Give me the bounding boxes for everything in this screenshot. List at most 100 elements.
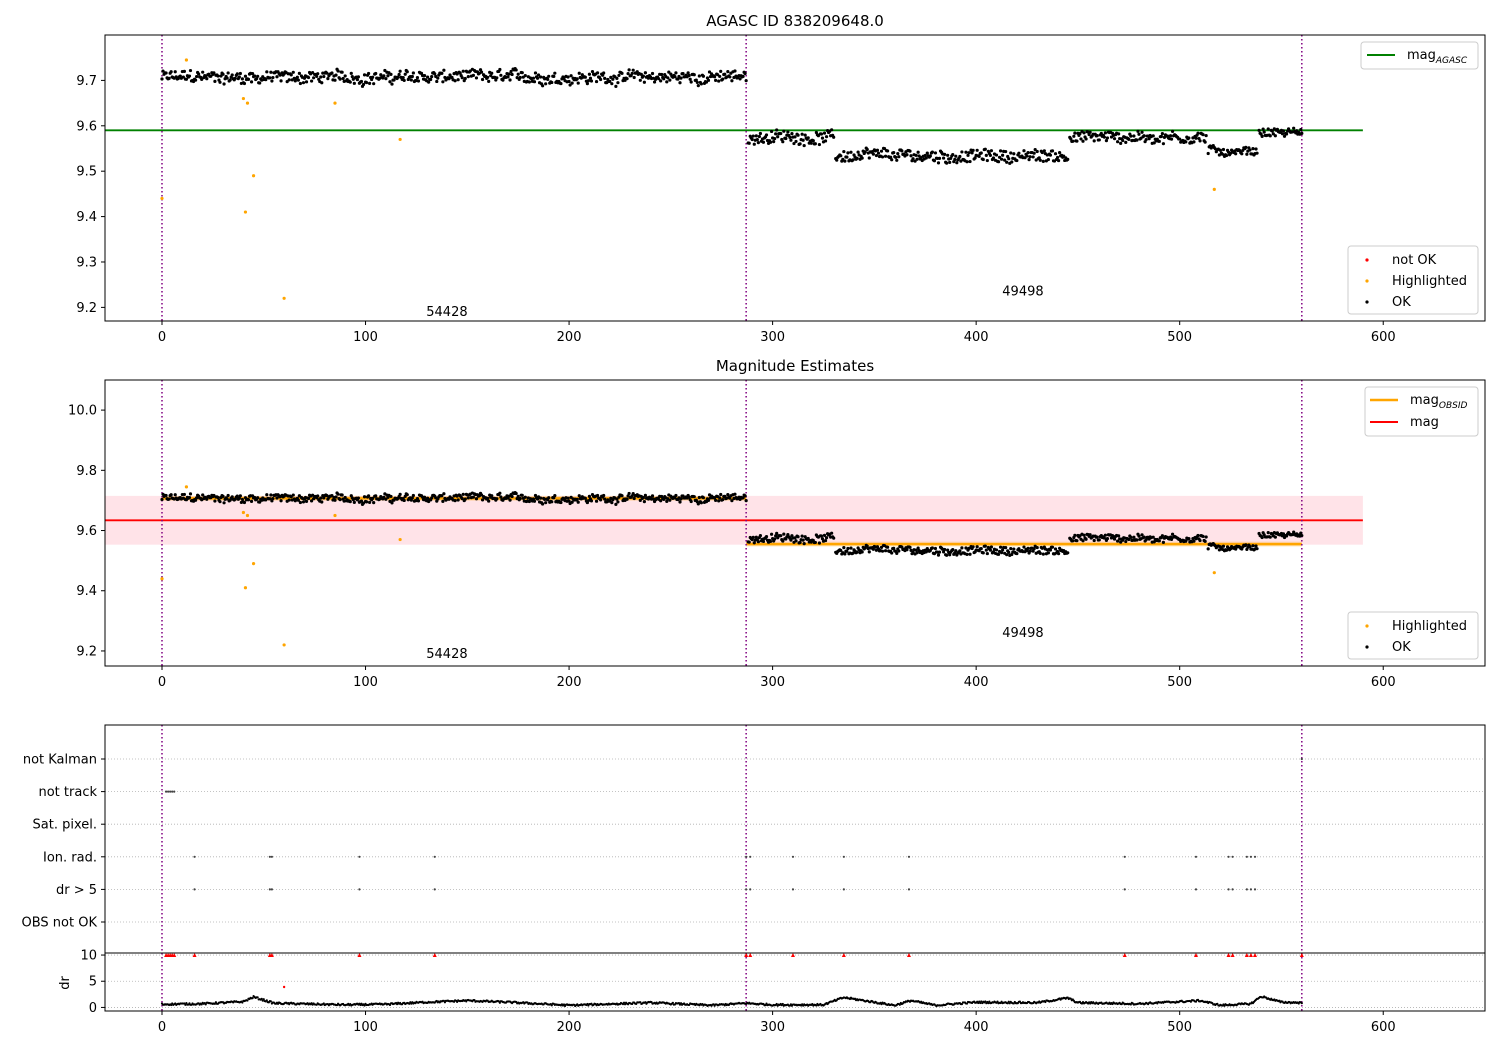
agasc-panel-y-ticks: 9.2 9.3 9.4 9.5 9.6 9.7 xyxy=(76,74,105,316)
ok-point xyxy=(340,493,344,497)
ok-point xyxy=(796,133,800,137)
ok-point xyxy=(498,491,502,495)
ok-point xyxy=(1038,551,1042,555)
ok-point xyxy=(1081,139,1085,143)
dr-point xyxy=(184,1003,187,1006)
ok-point xyxy=(1196,533,1200,538)
ok-point xyxy=(1151,134,1155,138)
ok-point xyxy=(860,550,864,554)
x-tick-label: 400 xyxy=(964,330,989,345)
ok-point xyxy=(576,81,580,85)
x-tick-label: 600 xyxy=(1371,1020,1396,1035)
ok-point xyxy=(474,76,479,80)
ok-point xyxy=(1201,534,1205,539)
ok-point xyxy=(668,498,672,502)
ok-point xyxy=(1119,540,1123,544)
ok-point xyxy=(779,131,783,136)
ok-point xyxy=(911,157,915,161)
ok-point xyxy=(480,498,485,502)
ok-point xyxy=(752,541,756,545)
ok-point xyxy=(302,76,307,80)
ok-point xyxy=(306,496,311,501)
ok-point xyxy=(1255,547,1259,551)
ok-point xyxy=(728,75,732,79)
y-tick-label: 10.0 xyxy=(68,404,97,419)
ok-point xyxy=(773,537,777,541)
ok-point xyxy=(1095,535,1099,539)
ok-point xyxy=(520,493,524,497)
ok-point xyxy=(975,545,979,549)
ok-point xyxy=(374,71,378,76)
ok-point xyxy=(440,494,444,498)
highlighted-point xyxy=(251,174,256,178)
flag-point xyxy=(164,790,168,793)
ok-point xyxy=(1005,553,1009,557)
y-tick-label: 9.5 xyxy=(76,165,97,180)
ok-point xyxy=(687,73,691,78)
ok-point xyxy=(879,545,884,549)
ok-point xyxy=(268,497,272,501)
ok-point xyxy=(1042,149,1046,153)
ok-point xyxy=(752,142,756,146)
ok-point xyxy=(372,500,376,505)
ok-point xyxy=(433,72,437,76)
ok-point xyxy=(1102,135,1106,139)
dr-clipped-marker xyxy=(748,953,753,958)
ok-point xyxy=(240,497,244,502)
ok-point xyxy=(265,70,269,74)
ok-point xyxy=(744,79,748,83)
ok-point xyxy=(349,71,353,75)
ok-point xyxy=(1103,131,1107,135)
ok-point xyxy=(230,495,234,499)
ok-point xyxy=(518,496,522,501)
ok-point xyxy=(979,546,983,551)
ok-point xyxy=(882,147,887,151)
ok-point xyxy=(550,500,554,504)
ok-point xyxy=(946,153,950,157)
ok-point xyxy=(1187,537,1191,541)
ok-point xyxy=(1152,141,1156,145)
ok-point xyxy=(595,71,600,75)
ok-point xyxy=(856,150,860,154)
ok-point xyxy=(830,531,834,535)
ok-point xyxy=(523,495,527,499)
ok-point xyxy=(981,551,985,555)
ok-point xyxy=(396,75,400,79)
ok-point xyxy=(1102,536,1106,540)
ok-point xyxy=(1245,152,1249,156)
flag-point xyxy=(171,790,174,793)
ok-point xyxy=(222,501,226,505)
ok-point xyxy=(1280,132,1285,136)
ok-point xyxy=(824,536,829,540)
flag-point xyxy=(791,888,795,891)
ok-point xyxy=(743,494,747,498)
ok-point xyxy=(764,133,769,137)
ok-point xyxy=(642,80,646,84)
ok-point xyxy=(209,74,213,78)
ok-point xyxy=(167,76,171,80)
ok-point xyxy=(1028,155,1032,159)
ok-point xyxy=(1117,132,1121,136)
ok-point xyxy=(507,72,511,76)
ok-point xyxy=(343,495,347,500)
dr-point xyxy=(473,999,476,1002)
ok-point xyxy=(880,549,885,553)
dr-point xyxy=(1069,997,1072,1000)
legend-label-ok: OK xyxy=(1392,295,1411,310)
ok-point xyxy=(627,491,631,496)
dr-red-point xyxy=(282,985,286,989)
ok-point xyxy=(366,71,371,76)
ok-point xyxy=(964,546,968,550)
dr-point xyxy=(979,1001,982,1005)
ok-point xyxy=(309,79,314,83)
flag-point xyxy=(1249,888,1253,891)
ok-point xyxy=(544,82,548,86)
ok-point xyxy=(238,71,242,76)
dr-clipped-marker xyxy=(906,953,911,958)
ok-point xyxy=(544,501,548,505)
ok-point xyxy=(301,81,306,85)
flag-point xyxy=(1231,855,1234,858)
ok-point xyxy=(721,497,725,502)
ok-point xyxy=(1170,532,1175,536)
dr-point xyxy=(960,1003,964,1006)
